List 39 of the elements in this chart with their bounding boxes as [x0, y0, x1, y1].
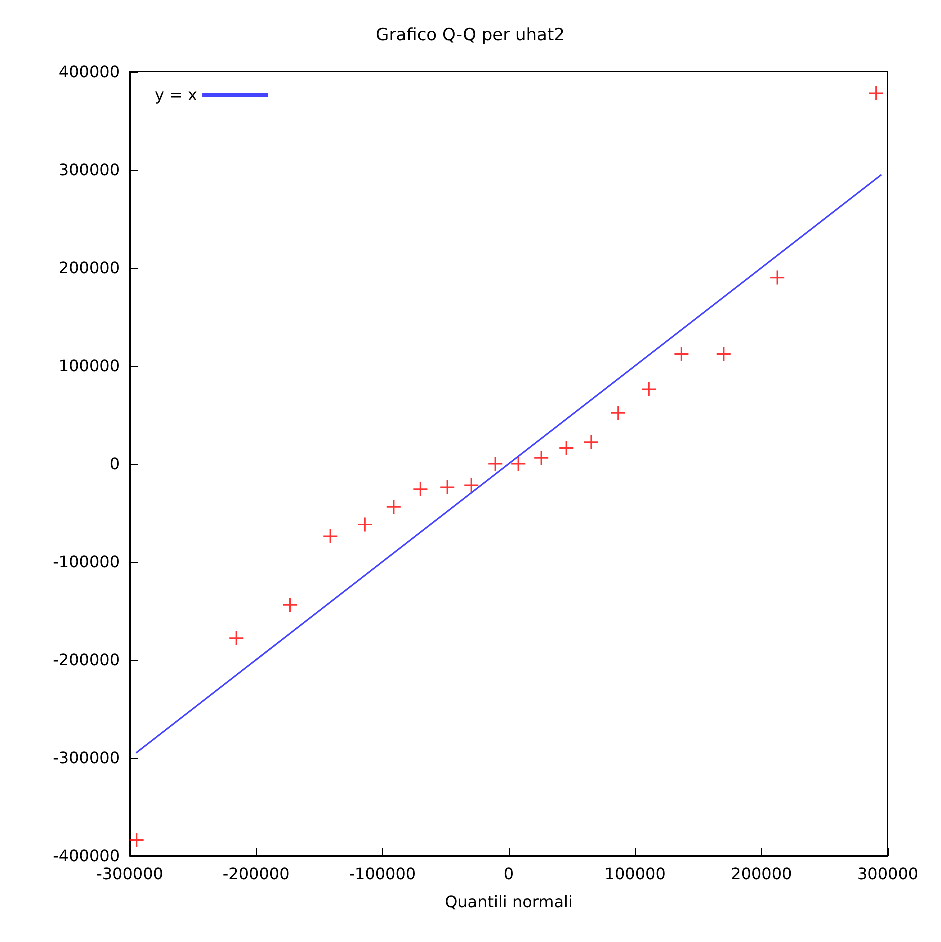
point — [357, 516, 373, 533]
y-tick-label: -200000 — [53, 650, 120, 670]
chart-title: Grafico Q-Q per uhat2 — [376, 26, 565, 46]
point — [584, 434, 600, 450]
point — [129, 832, 145, 848]
y-tick-label: 200000 — [58, 258, 120, 278]
x-tick-label: 100000 — [604, 864, 666, 884]
point — [386, 499, 402, 515]
y-tick-label: 400000 — [58, 62, 120, 82]
y-tick-label: -400000 — [53, 846, 120, 866]
point — [674, 346, 690, 362]
x-tick-label: -100000 — [349, 864, 416, 884]
y-tick-label: 100000 — [58, 356, 120, 376]
point — [716, 346, 732, 362]
y-tick-label: 0 — [110, 454, 120, 474]
point — [440, 480, 456, 496]
point — [412, 482, 428, 498]
point — [464, 478, 480, 494]
x-tick-label: -300000 — [96, 864, 164, 884]
x-tick-label: 200000 — [731, 864, 792, 884]
x-tick-label: 300000 — [857, 864, 919, 884]
point — [558, 440, 574, 456]
point — [641, 382, 657, 398]
legend-label: y = x — [155, 86, 198, 104]
y-tick-label: -100000 — [53, 552, 120, 572]
point — [770, 270, 786, 286]
x-axis-title: Quantili normali — [445, 892, 573, 912]
x-tick-label: 0 — [504, 864, 514, 884]
point — [488, 456, 504, 472]
point — [868, 86, 884, 102]
point — [228, 630, 244, 646]
point — [322, 528, 338, 544]
point — [510, 456, 526, 472]
point — [534, 450, 550, 466]
y-tick-label: 300000 — [58, 160, 120, 180]
point — [282, 597, 298, 613]
y-tick-label: -300000 — [53, 748, 120, 768]
x-tick-label: -200000 — [222, 864, 290, 884]
point — [610, 405, 626, 421]
